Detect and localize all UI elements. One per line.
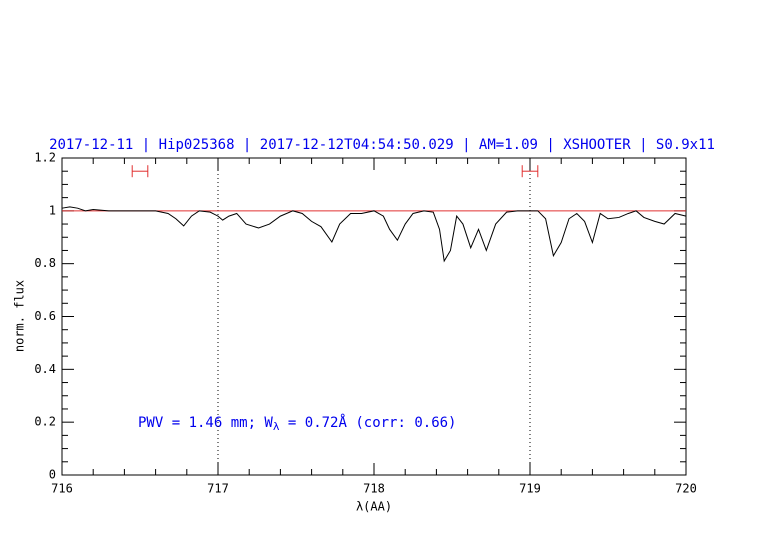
x-tick-label: 718 [363, 482, 385, 496]
y-tick-label: 1 [49, 203, 56, 217]
y-tick-label: 1.2 [34, 151, 56, 165]
x-axis-label: λ(AA) [356, 500, 392, 514]
annotation-text: = 0.72Å (corr: 0.66) [279, 414, 456, 431]
chart-title: 2017-12-11 | Hip025368 | 2017-12-12T04:5… [49, 137, 715, 153]
y-tick-label: 0 [49, 468, 56, 482]
annotation: PWV = 1.46 mm; Wλ = 0.72Å (corr: 0.66) [138, 414, 457, 433]
range-marker [131, 165, 149, 178]
annotation-subscript: λ [273, 420, 280, 433]
x-tick-label: 717 [207, 482, 229, 496]
spectrum-line [61, 206, 687, 263]
annotation-text: PWV = 1.46 mm; W [138, 415, 273, 431]
x-tick-label: 719 [519, 482, 541, 496]
x-tick-label: 716 [51, 482, 73, 496]
range-marker [521, 165, 539, 178]
x-tick-label: 720 [675, 482, 697, 496]
y-tick-label: 0.4 [34, 362, 56, 376]
y-tick-label: 0.6 [34, 309, 56, 323]
y-tick-label: 0.2 [34, 415, 56, 429]
y-axis-label: norm. flux [13, 280, 27, 352]
y-tick-label: 0.8 [34, 256, 56, 270]
